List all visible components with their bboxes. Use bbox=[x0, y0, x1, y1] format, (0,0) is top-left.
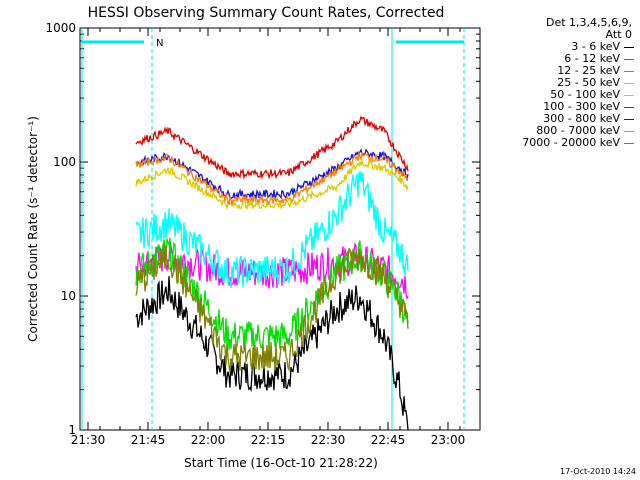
x-tick-label: 22:15 bbox=[251, 433, 286, 447]
legend-swatch bbox=[624, 142, 634, 144]
legend-item: 100 - 300 keV bbox=[543, 101, 634, 113]
x-tick-label: 21:30 bbox=[71, 433, 106, 447]
x-tick-label: 22:00 bbox=[191, 433, 226, 447]
legend-swatch bbox=[624, 94, 634, 96]
x-tick-label: 22:45 bbox=[371, 433, 406, 447]
legend-label: 6 - 12 keV bbox=[564, 52, 620, 65]
legend-label: 7000 - 20000 keV bbox=[522, 136, 620, 149]
legend-swatch bbox=[624, 118, 634, 120]
legend-label: 300 - 800 keV bbox=[543, 112, 620, 125]
series-line-0 bbox=[135, 276, 409, 431]
legend-swatch bbox=[624, 46, 634, 48]
legend-item: 12 - 25 keV bbox=[557, 65, 634, 77]
y-tick-label: 100 bbox=[53, 155, 76, 169]
timestamp: 17-Oct-2010 14:24 bbox=[560, 467, 636, 476]
legend-item: 3 - 6 keV bbox=[571, 41, 634, 53]
legend-swatch bbox=[624, 130, 634, 132]
x-axis-label: Start Time (16-Oct-10 21:28:22) bbox=[184, 456, 378, 470]
legend-label: 12 - 25 keV bbox=[557, 64, 620, 77]
y-tick-label: 1 bbox=[68, 423, 76, 437]
legend-label: 100 - 300 keV bbox=[543, 100, 620, 113]
legend-item: 300 - 800 keV bbox=[543, 113, 634, 125]
legend-item: 7000 - 20000 keV bbox=[522, 137, 634, 149]
legend-label: 50 - 100 keV bbox=[550, 88, 620, 101]
legend-swatch bbox=[624, 106, 634, 108]
legend-label: 25 - 50 keV bbox=[557, 76, 620, 89]
legend-item: 6 - 12 keV bbox=[564, 53, 634, 65]
y-tick-label: 10 bbox=[61, 289, 76, 303]
legend-item: 800 - 7000 keV bbox=[536, 125, 634, 137]
plot-area: 1 10 100 1000 21:30 21:45 22:00 22:15 22:30 22:45… bbox=[45, 21, 481, 447]
y-axis-label: Corrected Count Rate (s⁻¹ detector⁻¹) bbox=[26, 116, 40, 342]
x-tick-label: 21:45 bbox=[131, 433, 166, 447]
y-tick-label: 1000 bbox=[45, 21, 76, 35]
legend-item: 50 - 100 keV bbox=[550, 89, 634, 101]
detector-info-line-1: Det 1,3,4,5,6,9, bbox=[546, 16, 632, 29]
series-line-8 bbox=[135, 243, 409, 373]
legend-swatch bbox=[624, 82, 634, 84]
legend-label: 3 - 6 keV bbox=[571, 40, 620, 53]
legend-swatch bbox=[624, 58, 634, 60]
detector-info-line-2: Att 0 bbox=[606, 28, 632, 41]
x-tick-label: 22:30 bbox=[311, 433, 346, 447]
night-label: N bbox=[156, 38, 163, 49]
legend-swatch bbox=[624, 70, 634, 72]
legend-label: 800 - 7000 keV bbox=[536, 124, 620, 137]
series-line-4 bbox=[135, 158, 409, 211]
series-line-5 bbox=[135, 115, 409, 180]
series-line-7 bbox=[135, 152, 409, 206]
series-line-3 bbox=[135, 171, 409, 289]
legend-item: 25 - 50 keV bbox=[557, 77, 634, 89]
chart-title: HESSI Observing Summary Count Rates, Cor… bbox=[88, 5, 445, 21]
x-tick-label: 23:00 bbox=[431, 433, 466, 447]
